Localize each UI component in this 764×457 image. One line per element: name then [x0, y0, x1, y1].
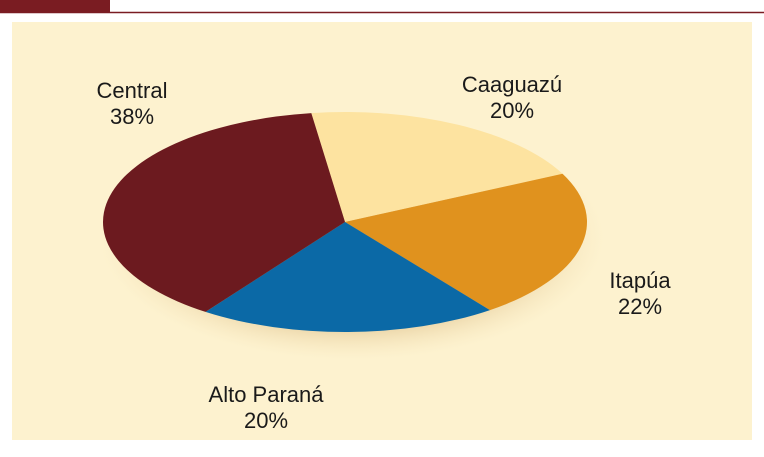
- slice-category: Caaguazú: [462, 72, 562, 97]
- pie-slice: [205, 222, 490, 332]
- slice-value-label: 22%: [618, 294, 662, 319]
- header-tab: [0, 0, 110, 12]
- slice-category: Itapúa: [609, 268, 671, 293]
- pie-slice: [345, 173, 587, 311]
- slice-category: Central: [97, 78, 168, 103]
- pie-slice: [103, 113, 345, 312]
- slice-value-label: 20%: [490, 98, 534, 123]
- slice-value-label: 38%: [110, 104, 154, 129]
- slice-value-label: 20%: [244, 408, 288, 433]
- slice-category: Alto Paraná: [209, 382, 325, 407]
- pie-slice: [311, 112, 563, 222]
